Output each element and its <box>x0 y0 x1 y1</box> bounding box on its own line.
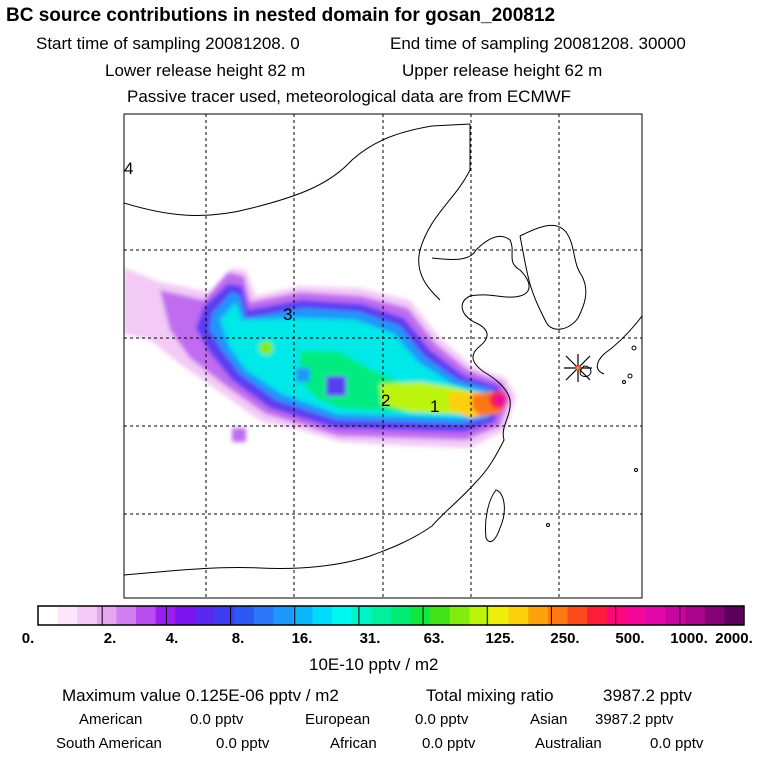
colorbar-tick-label: 2000. <box>715 630 753 647</box>
colorbar-swatch <box>724 606 745 625</box>
region-value-african: 0.0 pptv <box>422 735 476 752</box>
map-frame <box>123 113 643 599</box>
region-name-american: American <box>79 711 143 728</box>
colorbar-swatch <box>645 606 667 625</box>
region-value-european: 0.0 pptv <box>415 711 469 728</box>
colorbar-swatch <box>528 606 549 625</box>
colorbar-swatch <box>391 606 412 625</box>
total-mixing-value: 3987.2 pptv <box>603 686 692 705</box>
colorbar-tick-label: 1000. <box>670 630 708 647</box>
colorbar-swatch <box>253 606 274 625</box>
colorbar-tick-label: 0. <box>21 630 35 647</box>
colorbar-swatch <box>57 606 78 625</box>
colorbar-tick-label: 8. <box>231 630 245 647</box>
colorbar-swatch <box>273 606 294 625</box>
colorbar-swatch <box>351 606 372 625</box>
receptor-marker <box>564 354 592 382</box>
colorbar-swatch <box>96 606 117 625</box>
lat-lon-grid <box>124 114 642 598</box>
colorbar-swatch <box>410 606 431 625</box>
colorbar-swatch <box>430 606 451 625</box>
colorbar-swatch <box>38 606 59 625</box>
colorbar-swatch <box>567 606 588 625</box>
region-value-australian: 0.0 pptv <box>650 735 704 752</box>
colorbar-swatch <box>77 606 98 625</box>
coastlines <box>124 123 642 576</box>
region-value-south-american: 0.0 pptv <box>216 735 270 752</box>
colorbar-swatch <box>606 606 627 625</box>
end-sampling-text: End time of sampling 20081208. 30000 <box>390 34 686 53</box>
colorbar-swatch <box>312 606 333 625</box>
colorbar-tick-label: 4. <box>165 630 179 647</box>
colorbar-swatch <box>234 606 255 625</box>
region-value-american: 0.0 pptv <box>190 711 244 728</box>
colorbar-swatch <box>587 606 608 625</box>
colorbar-swatch <box>508 606 529 625</box>
colorbar-border <box>37 605 745 626</box>
colorbar-tick-label: 125. <box>485 630 515 647</box>
colorbar-swatch <box>194 606 215 625</box>
total-mixing-label: Total mixing ratio <box>426 686 554 705</box>
colorbar-tick-label: 500. <box>615 630 645 647</box>
colorbar-swatch <box>469 606 490 625</box>
upper-release-text: Upper release height 62 m <box>402 61 603 80</box>
colorbar-tick-label: 16. <box>291 630 313 647</box>
colorbar-swatch <box>332 606 353 625</box>
colorbar-tick-label: 2. <box>103 630 117 647</box>
colorbar-swatch <box>685 606 706 625</box>
region-label-4: 4 <box>124 159 133 178</box>
colorbar-tick-label: 31. <box>359 630 381 647</box>
colorbar-units: 10E-10 pptv / m2 <box>309 655 439 674</box>
colorbar <box>37 605 745 626</box>
colorbar-swatch <box>547 606 568 625</box>
colorbar-swatch <box>292 606 314 625</box>
colorbar-swatch <box>136 606 157 625</box>
colorbar-tick-label: 250. <box>550 630 580 647</box>
colorbar-swatch <box>116 606 137 625</box>
tracer-note-text: Passive tracer used, meteorological data… <box>127 87 572 106</box>
start-sampling-text: Start time of sampling 20081208. 0 <box>36 34 300 53</box>
colorbar-swatch <box>155 606 176 625</box>
region-name-european: European <box>305 711 371 728</box>
region-label-3: 3 <box>283 305 292 324</box>
region-name-south-american: South American <box>56 735 162 752</box>
colorbar-tick-label: 63. <box>423 630 445 647</box>
plot-title: BC source contributions in nested domain… <box>6 5 556 26</box>
colorbar-swatch <box>214 606 235 625</box>
lower-release-text: Lower release height 82 m <box>105 61 306 80</box>
region-label-2: 2 <box>381 391 390 410</box>
colorbar-swatch <box>665 606 686 625</box>
colorbar-swatch <box>626 606 647 625</box>
concentration-plume <box>124 268 516 448</box>
region-name-asian: Asian <box>530 711 568 728</box>
max-value-text: Maximum value 0.125E-06 pptv / m2 <box>62 686 339 705</box>
map-content <box>124 114 642 598</box>
colorbar-swatch <box>371 606 392 625</box>
colorbar-swatch <box>704 606 725 625</box>
region-label-1: 1 <box>430 397 439 416</box>
region-name-african: African <box>330 735 377 752</box>
colorbar-swatch <box>489 606 510 625</box>
colorbar-swatch <box>449 606 470 625</box>
colorbar-swatch <box>175 606 196 625</box>
region-name-australian: Australian <box>535 735 602 752</box>
region-value-asian: 3987.2 pptv <box>595 711 674 728</box>
